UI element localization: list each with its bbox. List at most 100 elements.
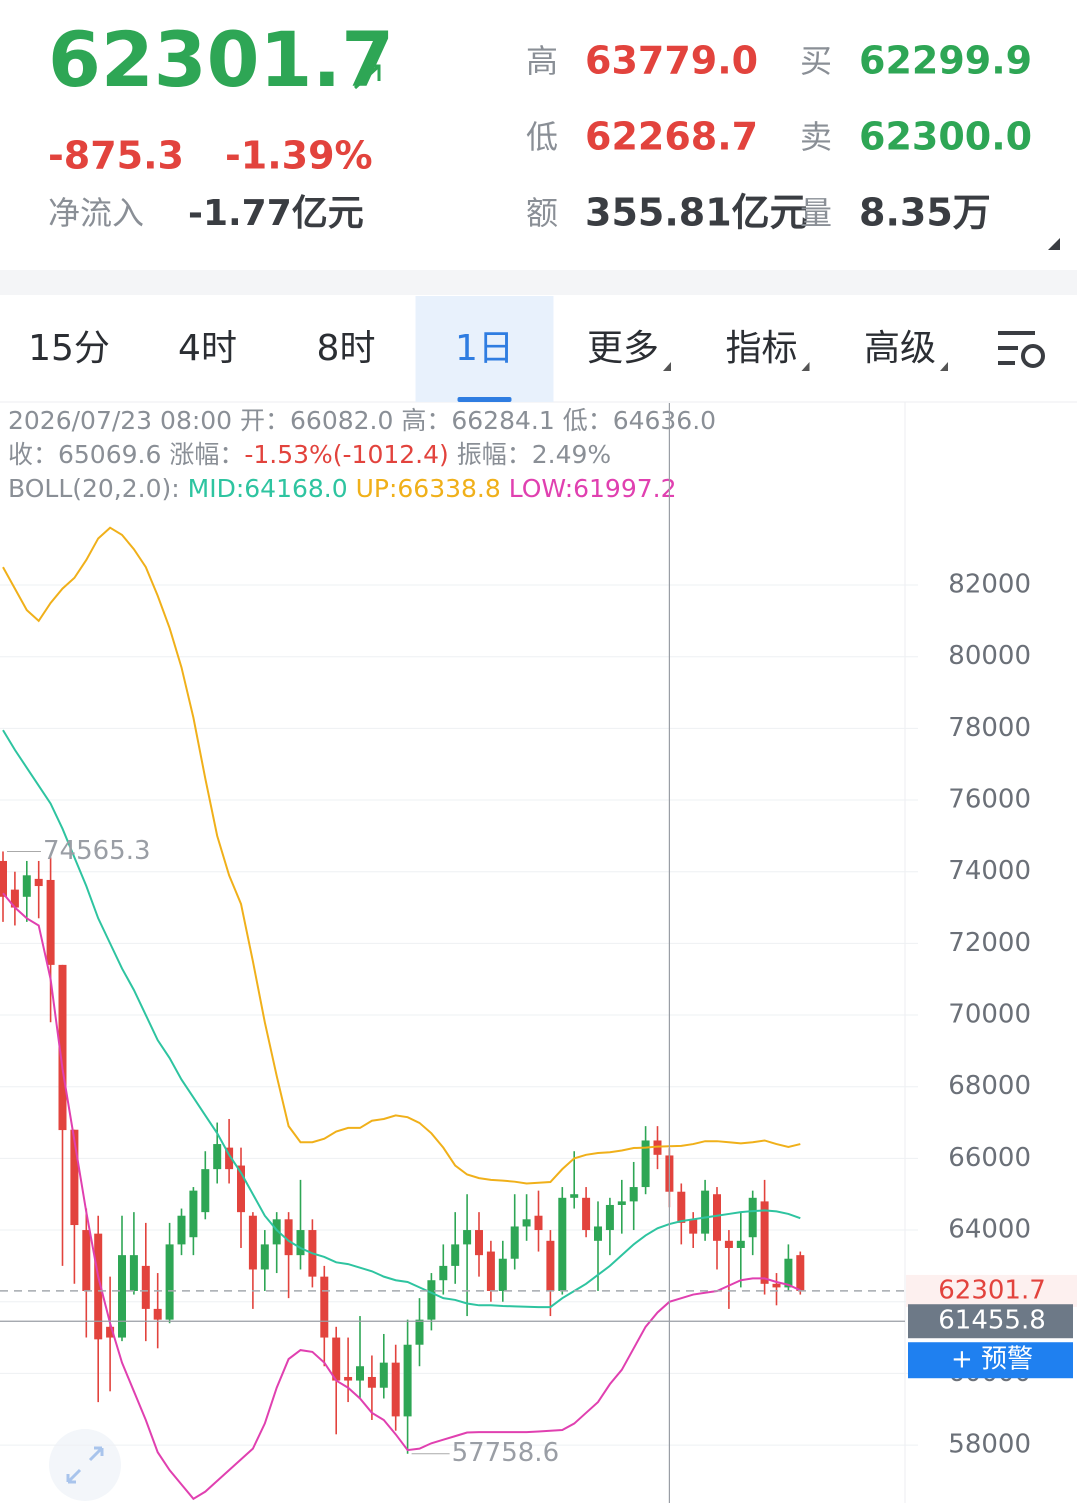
stat-label: 高	[526, 42, 558, 80]
candle-body	[106, 1326, 115, 1338]
candle-body	[34, 878, 43, 887]
y-tick-label: 70000	[948, 1000, 1031, 1030]
candle-body	[153, 1308, 162, 1320]
settings-icon[interactable]	[998, 331, 1045, 368]
stat-value: 62300.0	[859, 115, 1032, 159]
candle-body	[522, 1219, 531, 1227]
y-tick-label: 66000	[948, 1143, 1031, 1173]
candle-body	[260, 1244, 269, 1270]
candle-body	[546, 1240, 555, 1291]
net-inflow: -1.77亿元	[188, 193, 364, 234]
info-segment: 振幅：2.49%	[449, 440, 611, 469]
info-line: BOLL(20,2.0): MID:64168.0 UP:66338.8 LOW…	[8, 474, 677, 503]
candle-body	[689, 1219, 698, 1234]
stat-value: 8.35万	[859, 191, 991, 235]
candle-body	[534, 1215, 543, 1231]
candle-body	[403, 1344, 412, 1417]
y-tick-label: 68000	[948, 1071, 1031, 1101]
candle-body	[344, 1376, 353, 1381]
tab[interactable]: 高级	[864, 328, 936, 369]
stat-label: 额	[526, 194, 558, 232]
y-tick-label: 82000	[948, 570, 1031, 600]
up-arrow	[353, 64, 381, 90]
expand-corner[interactable]	[1048, 238, 1060, 250]
candle-body	[605, 1204, 614, 1231]
net-inflow-label: 净流入	[48, 194, 144, 232]
candle-body	[82, 1230, 91, 1291]
candle-body	[510, 1226, 519, 1259]
candle-body	[379, 1362, 388, 1388]
y-tick-label: 64000	[948, 1215, 1031, 1245]
fullscreen-button[interactable]	[49, 1429, 121, 1501]
candle-body	[165, 1244, 174, 1320]
candle-body	[415, 1319, 424, 1345]
info-segment: LOW:61997.2	[509, 474, 677, 503]
candle-body	[427, 1280, 436, 1320]
info-segment: MID:64168.0	[188, 474, 356, 503]
boll-line	[2, 526, 801, 1185]
candle-body	[724, 1240, 733, 1248]
candle-body	[748, 1197, 757, 1238]
candle-body	[594, 1226, 602, 1241]
tab[interactable]: 4时	[178, 328, 237, 369]
candle-body	[439, 1265, 448, 1281]
alert-button-bg[interactable]	[908, 1342, 1073, 1379]
tab[interactable]: 更多	[587, 328, 659, 369]
candle-body	[451, 1244, 460, 1266]
dropdown-mark	[940, 362, 948, 371]
low-marker: 57758.6	[452, 1438, 560, 1468]
tab[interactable]: 1日	[455, 328, 514, 369]
info-line: 收：65069.6 涨幅：-1.53%(-1012.4) 振幅：2.49%	[8, 440, 611, 469]
high-marker: 74565.3	[43, 836, 151, 866]
candle-body	[94, 1233, 103, 1340]
crosshair-label-bg	[908, 1304, 1073, 1339]
change: -875.3	[48, 134, 184, 178]
stat-value: 62268.7	[585, 115, 758, 159]
candle-body	[189, 1190, 198, 1238]
y-tick-label: 74000	[948, 856, 1031, 886]
tab-selected-bg	[415, 296, 554, 402]
stat-value: 63779.0	[585, 39, 758, 83]
info-line: 2026/07/23 08:00 开：66082.0 高：66284.1 低：6…	[8, 406, 716, 435]
plot-area	[0, 526, 805, 1501]
last-price-label: 62301.7	[938, 1275, 1046, 1305]
y-tick-label: 72000	[948, 928, 1031, 958]
candle-body	[272, 1219, 281, 1245]
info-segment: 2026/07/23 08:00 开：66082.0 高：66284.1 低：6…	[8, 406, 716, 435]
candle-body	[486, 1251, 495, 1291]
candle-body	[213, 1144, 222, 1170]
dropdown-mark	[801, 362, 810, 371]
candle-body	[129, 1255, 138, 1291]
info-segment: -1.53%(-1012.4)	[244, 440, 448, 469]
candle-body	[118, 1255, 126, 1338]
info-segment: 收：65069.6 涨幅：	[8, 440, 244, 469]
candle-body	[475, 1230, 483, 1256]
candle-body	[320, 1276, 329, 1338]
info-segment: BOLL(20,2.0):	[8, 474, 188, 503]
candle-body	[391, 1362, 400, 1417]
candle-body	[284, 1219, 293, 1256]
alert-button[interactable]: + 预警	[951, 1345, 1033, 1375]
dropdown-mark	[663, 362, 671, 371]
candle-body	[736, 1240, 745, 1248]
candle-body	[772, 1283, 781, 1288]
candle-body	[713, 1194, 721, 1241]
fullscreen-icon	[66, 1446, 104, 1484]
tab[interactable]: 8时	[317, 328, 376, 369]
candle-body	[177, 1215, 186, 1245]
boll-line	[2, 892, 801, 1501]
candle-body	[248, 1215, 257, 1270]
tab[interactable]: 指标	[725, 328, 797, 369]
candle-body	[0, 860, 7, 897]
last-price-bg	[906, 1274, 1077, 1307]
y-tick-label: 80000	[948, 641, 1031, 671]
candle-body	[332, 1337, 341, 1381]
tab-underline	[457, 397, 512, 402]
candle-body	[58, 964, 67, 1131]
crosshair-label: 61455.8	[938, 1306, 1046, 1336]
tab[interactable]: 15分	[28, 328, 110, 369]
change-pct: -1.39%	[225, 134, 373, 178]
y-tick-label: 76000	[948, 785, 1031, 815]
candle-body	[463, 1230, 472, 1245]
